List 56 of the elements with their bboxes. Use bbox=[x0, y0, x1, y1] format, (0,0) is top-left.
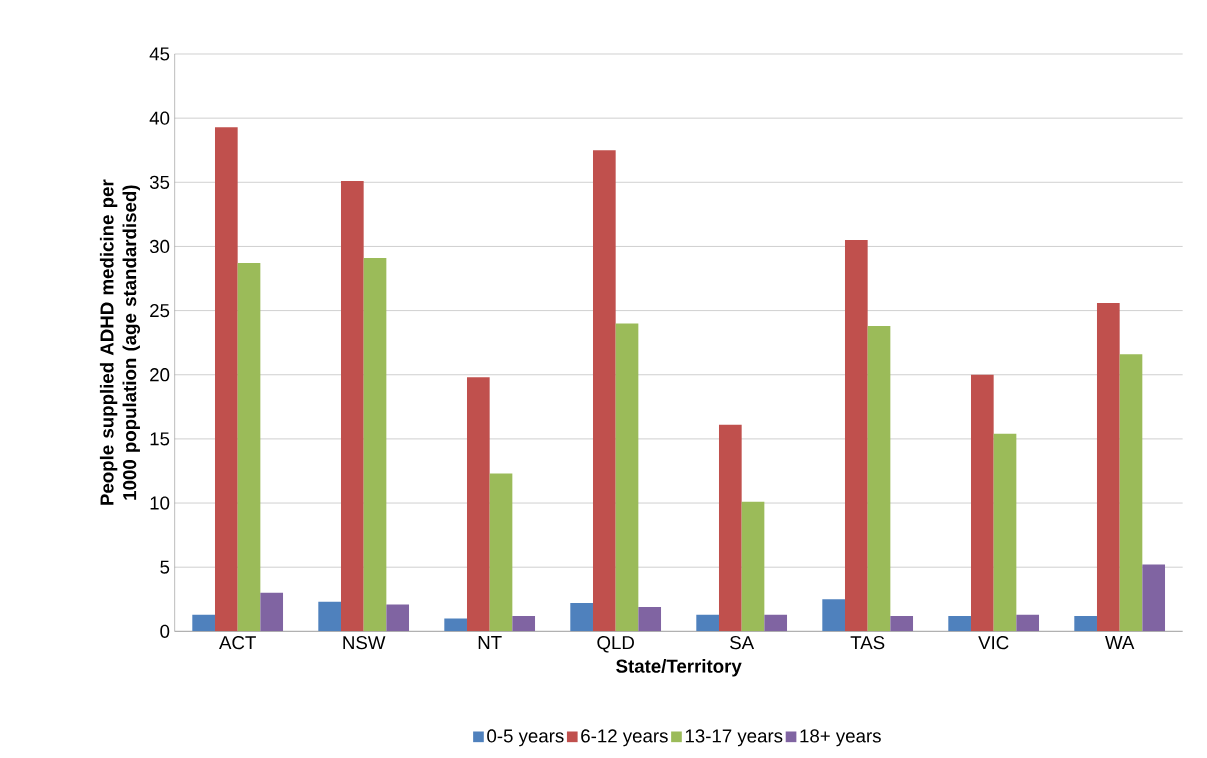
bar bbox=[1016, 614, 1040, 632]
bar bbox=[970, 374, 994, 632]
bar bbox=[237, 263, 261, 632]
bar bbox=[340, 181, 364, 632]
y-tick-label: 25 bbox=[150, 303, 170, 318]
bar bbox=[696, 614, 719, 632]
bar bbox=[948, 615, 971, 632]
bar bbox=[214, 127, 238, 632]
legend-label: 0-5 years bbox=[487, 729, 564, 747]
x-tick-label: VIC bbox=[978, 636, 1009, 650]
bar bbox=[890, 615, 914, 632]
x-tick-label: NSW bbox=[343, 636, 386, 650]
y-tick-label: 10 bbox=[150, 496, 170, 510]
bar bbox=[318, 601, 341, 632]
x-axis-title: State/Territory bbox=[616, 659, 742, 677]
y-tick-label: 0 bbox=[160, 624, 170, 638]
y-tick-label: 20 bbox=[150, 368, 170, 382]
y-tick-label: 40 bbox=[149, 111, 170, 125]
legend-label: 13-17 years bbox=[685, 729, 783, 747]
bar bbox=[363, 257, 387, 632]
y-tick-label: 15 bbox=[150, 432, 170, 446]
x-tick-label: TAS bbox=[850, 636, 885, 650]
bar bbox=[444, 618, 467, 632]
legend-label: 18+ years bbox=[800, 729, 881, 747]
y-tick-label: 45 bbox=[149, 47, 170, 61]
bar bbox=[844, 240, 868, 632]
bar bbox=[512, 615, 536, 632]
x-tick-label: WA bbox=[1105, 636, 1135, 649]
y-axis-title: People supplied ADHD medicine per 1000 population (age standardised) bbox=[99, 179, 141, 505]
bar bbox=[718, 424, 742, 632]
legend-label: 6-12 years bbox=[581, 729, 668, 747]
bar bbox=[386, 604, 410, 632]
y-tick-label: 35 bbox=[149, 175, 170, 189]
bar bbox=[489, 473, 513, 632]
x-tick-label: QLD bbox=[597, 636, 634, 653]
bar bbox=[615, 323, 639, 632]
x-tick-label: NT bbox=[478, 636, 502, 649]
bar bbox=[993, 433, 1017, 632]
bar bbox=[592, 150, 616, 632]
bar bbox=[1119, 354, 1143, 632]
x-tick-label: ACT bbox=[219, 636, 256, 650]
x-tick-label: SA bbox=[730, 636, 755, 650]
bar bbox=[867, 325, 891, 632]
bar bbox=[192, 614, 215, 632]
bar bbox=[764, 614, 788, 632]
bar bbox=[1096, 302, 1120, 632]
bar bbox=[1142, 564, 1166, 632]
bar bbox=[570, 603, 593, 632]
bar bbox=[638, 606, 662, 632]
bar bbox=[1074, 615, 1097, 632]
bar bbox=[822, 599, 845, 632]
bar bbox=[466, 377, 490, 632]
bar bbox=[260, 592, 284, 632]
y-tick-label: 5 bbox=[160, 560, 170, 574]
y-tick-label: 30 bbox=[149, 239, 170, 254]
bar bbox=[741, 501, 765, 632]
